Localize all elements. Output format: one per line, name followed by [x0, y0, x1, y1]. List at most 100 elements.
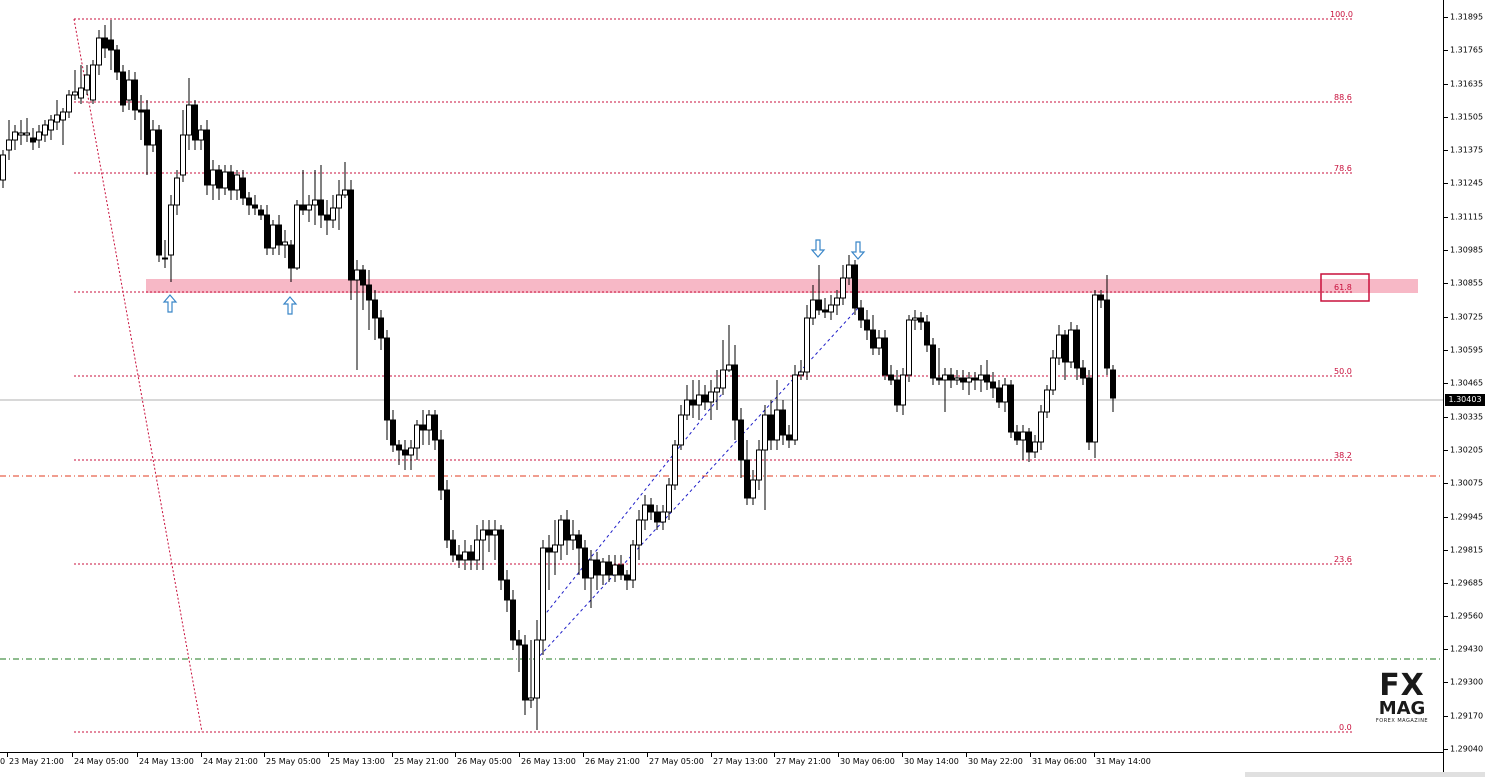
- bear-candle: [384, 337, 390, 421]
- bear-candle: [360, 269, 366, 286]
- bear-candle: [852, 264, 858, 309]
- bull-candle: [198, 129, 204, 141]
- bear-candle: [324, 214, 330, 221]
- price-tick: [1444, 350, 1448, 351]
- price-label: 1.30465: [1450, 378, 1484, 388]
- price-tick: [1444, 682, 1448, 683]
- chart-scrollbar[interactable]: [1245, 772, 1485, 777]
- bear-candle: [1062, 334, 1068, 363]
- bear-candle: [228, 171, 234, 191]
- fib-61-8-highlight-box: [1320, 273, 1370, 302]
- fibonacci-retracement[interactable]: [73, 18, 1354, 733]
- bear-candle: [618, 564, 624, 576]
- bear-candle: [744, 459, 750, 499]
- bull-candle: [90, 64, 96, 101]
- bear-candle: [648, 504, 654, 513]
- bull-candle: [36, 131, 42, 141]
- time-label: 27 May 21:00: [776, 757, 831, 766]
- price-axis[interactable]: 1.31895 1.31765 1.31635 1.31505 1.31375 …: [1443, 0, 1485, 777]
- bull-candle: [798, 371, 804, 376]
- bear-candle: [546, 547, 552, 553]
- bull-candle: [54, 114, 60, 123]
- chart-canvas[interactable]: 100.0 88.6 78.6 61.8 50.0 38.2 23.6 0.0: [0, 0, 1443, 752]
- bull-candle: [630, 544, 636, 581]
- bull-candle: [408, 447, 414, 456]
- bear-candle: [420, 424, 426, 431]
- bull-candle: [168, 204, 174, 256]
- bear-candle: [264, 214, 270, 249]
- bear-candle: [582, 547, 588, 579]
- bull-candle: [750, 479, 756, 499]
- price-label: 1.29815: [1450, 545, 1484, 555]
- bear-candle: [1014, 431, 1020, 441]
- time-label: 27 May 13:00: [713, 757, 768, 766]
- bear-candle: [576, 534, 582, 549]
- bull-candle: [48, 119, 54, 131]
- time-tick: [774, 753, 775, 757]
- bear-candle: [690, 399, 696, 406]
- bull-candle: [696, 394, 702, 406]
- bull-candle: [588, 559, 594, 579]
- bull-candle: [774, 409, 780, 441]
- time-tick: [1030, 753, 1031, 757]
- bear-candle: [510, 599, 516, 641]
- bear-candle: [894, 379, 900, 406]
- bull-candle: [336, 194, 342, 209]
- price-tick: [1444, 150, 1448, 151]
- bull-candle: [762, 414, 768, 451]
- time-label: 26 May 21:00: [585, 757, 640, 766]
- fib-label-38-2: 38.2: [1334, 451, 1352, 460]
- bear-candle: [702, 394, 708, 403]
- fib-label-23-6: 23.6: [1334, 555, 1352, 564]
- bear-candle: [870, 329, 876, 349]
- bear-candle: [120, 71, 126, 106]
- price-label: 1.31375: [1450, 145, 1484, 155]
- price-chart[interactable]: 100.0 88.6 78.6 61.8 50.0 38.2 23.6 0.0: [0, 0, 1443, 752]
- rising-channel[interactable]: [535, 305, 861, 661]
- time-tick: [583, 753, 584, 757]
- price-label: 1.29945: [1450, 512, 1484, 522]
- bull-candle: [282, 241, 288, 246]
- bull-candle: [414, 424, 420, 449]
- bear-candle: [504, 579, 510, 601]
- time-axis[interactable]: 0 23 May 21:00 24 May 05:00 24 May 13:00…: [0, 752, 1443, 778]
- time-label: 30 May 14:00: [904, 757, 959, 766]
- bull-candle: [306, 204, 312, 211]
- bull-candle: [612, 564, 618, 576]
- bear-candle: [378, 317, 384, 339]
- price-tick: [1444, 217, 1448, 218]
- bear-candle: [948, 374, 954, 381]
- logo-line-mag: MAG: [1378, 698, 1426, 719]
- time-label: 26 May 13:00: [521, 757, 576, 766]
- bull-candle: [966, 377, 972, 383]
- price-label: 1.30725: [1450, 312, 1484, 322]
- bull-candle: [174, 177, 180, 206]
- bull-candle: [180, 134, 186, 176]
- price-tick: [1444, 450, 1448, 451]
- time-label: 27 May 05:00: [649, 757, 704, 766]
- fib-label-0: 0.0: [1339, 723, 1352, 732]
- bear-candle: [144, 109, 150, 146]
- bear-candle: [132, 79, 138, 111]
- bull-candle: [330, 207, 336, 221]
- time-label: 23 May 21:00: [9, 757, 64, 766]
- price-label: 1.29300: [1450, 677, 1484, 687]
- price-label: 1.31635: [1450, 79, 1484, 89]
- logo-line-tagline: FOREX MAGAZINE: [1375, 718, 1429, 724]
- bull-candle: [72, 91, 78, 96]
- bull-candle: [954, 377, 960, 381]
- bear-candle: [162, 257, 168, 260]
- bear-candle: [858, 307, 864, 321]
- bear-candle: [156, 129, 162, 256]
- bear-candle: [930, 344, 936, 379]
- bear-candle: [102, 37, 108, 49]
- bull-candle: [540, 547, 546, 641]
- bear-candle: [1104, 299, 1110, 369]
- bull-candle: [24, 132, 30, 136]
- down-arrow-icon: [850, 241, 866, 260]
- time-label: 25 May 13:00: [330, 757, 385, 766]
- bear-candle: [984, 374, 990, 383]
- bull-candle: [126, 79, 132, 101]
- bull-candle: [210, 169, 216, 186]
- bull-candle: [756, 449, 762, 481]
